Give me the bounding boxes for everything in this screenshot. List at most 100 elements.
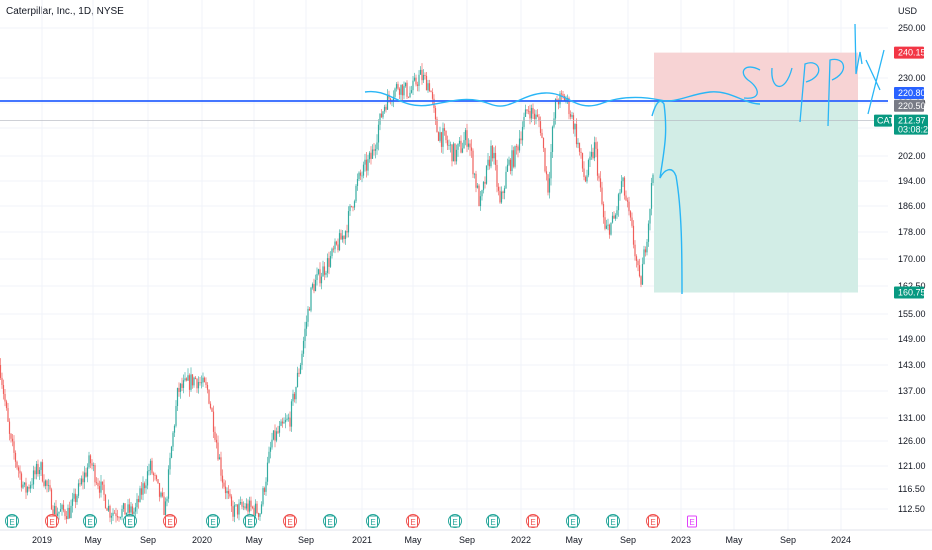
candle-body bbox=[284, 420, 287, 423]
candle-body bbox=[359, 172, 362, 176]
candle-body bbox=[74, 493, 77, 503]
candle-body bbox=[568, 98, 570, 115]
candle-body bbox=[320, 276, 323, 284]
candle-body bbox=[374, 149, 377, 151]
candle-body bbox=[38, 469, 41, 474]
earnings-label: E bbox=[452, 518, 457, 527]
candle-body bbox=[616, 210, 618, 216]
candle-body bbox=[511, 150, 513, 172]
candle-body bbox=[652, 174, 654, 184]
candle-body bbox=[136, 498, 138, 508]
candle-body bbox=[503, 188, 506, 194]
y-tick-label: 162.50 bbox=[898, 281, 926, 291]
candle-body bbox=[274, 430, 276, 441]
earnings-box bbox=[368, 515, 378, 528]
candle-body bbox=[626, 200, 629, 202]
candle-body bbox=[370, 152, 372, 159]
countdown-value: 03:08:21 bbox=[898, 125, 932, 135]
candle-body bbox=[502, 191, 504, 194]
candle-body bbox=[22, 484, 24, 488]
candle-body bbox=[5, 401, 8, 409]
take-profit-zone bbox=[654, 101, 858, 293]
candle-body bbox=[172, 432, 174, 447]
candle-body bbox=[13, 441, 15, 453]
candle-body bbox=[487, 159, 489, 166]
earnings-label: E bbox=[490, 518, 495, 527]
candle-body bbox=[31, 484, 33, 486]
candle-body bbox=[251, 506, 254, 508]
candle-body bbox=[596, 148, 599, 176]
candle-body bbox=[545, 171, 548, 175]
candle-body bbox=[418, 74, 420, 86]
candle-body bbox=[362, 164, 365, 176]
candle-body bbox=[140, 488, 143, 495]
candle-body bbox=[92, 465, 95, 466]
earnings-box bbox=[687, 515, 697, 528]
candle-body bbox=[496, 165, 498, 187]
candle-body bbox=[461, 148, 464, 153]
earnings-label: E bbox=[570, 518, 575, 527]
candle-body bbox=[646, 241, 648, 253]
candle-body bbox=[224, 486, 227, 494]
candle-body bbox=[26, 487, 29, 493]
candle-body bbox=[310, 287, 312, 311]
candle-body bbox=[268, 451, 270, 463]
candle-body bbox=[637, 260, 639, 266]
drawn-letter bbox=[799, 62, 820, 123]
earnings-box bbox=[7, 515, 17, 528]
candle-body bbox=[520, 138, 522, 141]
candle-body bbox=[119, 517, 122, 518]
candle-body bbox=[382, 111, 384, 118]
earnings-marker: E bbox=[486, 514, 500, 528]
candle-body bbox=[547, 174, 549, 193]
candle-body bbox=[256, 503, 258, 514]
earnings-marker: E bbox=[646, 514, 660, 528]
candle-body bbox=[467, 143, 470, 147]
candle-body bbox=[259, 513, 261, 517]
candle-body bbox=[376, 142, 378, 150]
candle-body bbox=[191, 374, 194, 386]
candle-body bbox=[281, 421, 284, 424]
price-tag-box bbox=[894, 99, 924, 112]
candle-body bbox=[403, 86, 405, 96]
candle-body bbox=[101, 481, 104, 485]
candle-body bbox=[415, 77, 417, 85]
candle-body bbox=[113, 512, 116, 514]
candle-body bbox=[371, 149, 374, 159]
candle-body bbox=[439, 132, 441, 141]
candle-body bbox=[571, 115, 573, 117]
candle-body bbox=[58, 511, 60, 514]
candle-body bbox=[590, 151, 593, 157]
ticker-tag bbox=[874, 114, 892, 127]
earnings-label: E bbox=[370, 518, 375, 527]
candle-body bbox=[589, 156, 591, 161]
candle-body bbox=[184, 378, 186, 381]
candle-body bbox=[650, 183, 653, 209]
x-tick-label: May bbox=[404, 535, 422, 545]
candle-body bbox=[313, 284, 315, 292]
x-tick-label: Sep bbox=[140, 535, 156, 545]
candle-body bbox=[647, 223, 650, 242]
candle-body bbox=[631, 217, 633, 226]
candle-body bbox=[188, 375, 191, 390]
candle-body bbox=[560, 93, 563, 95]
candle-body bbox=[380, 113, 383, 118]
candle-body bbox=[218, 457, 221, 460]
candle-body bbox=[146, 471, 149, 486]
candle-body bbox=[302, 340, 305, 354]
y-tick-label: 112.50 bbox=[898, 504, 925, 514]
candle-body bbox=[41, 462, 44, 482]
candle-body bbox=[428, 83, 431, 91]
candle-body bbox=[244, 506, 246, 509]
y-tick-label: 116.50 bbox=[898, 484, 925, 494]
x-tick-label: 2021 bbox=[352, 535, 372, 545]
candle-body bbox=[329, 256, 332, 267]
candle-body bbox=[200, 382, 203, 384]
candle-body bbox=[214, 431, 216, 440]
earnings-box bbox=[165, 515, 175, 528]
candle-body bbox=[89, 455, 92, 464]
y-tick-label: 121.00 bbox=[898, 461, 926, 471]
candle-body bbox=[592, 151, 594, 159]
candle-body bbox=[469, 143, 471, 148]
